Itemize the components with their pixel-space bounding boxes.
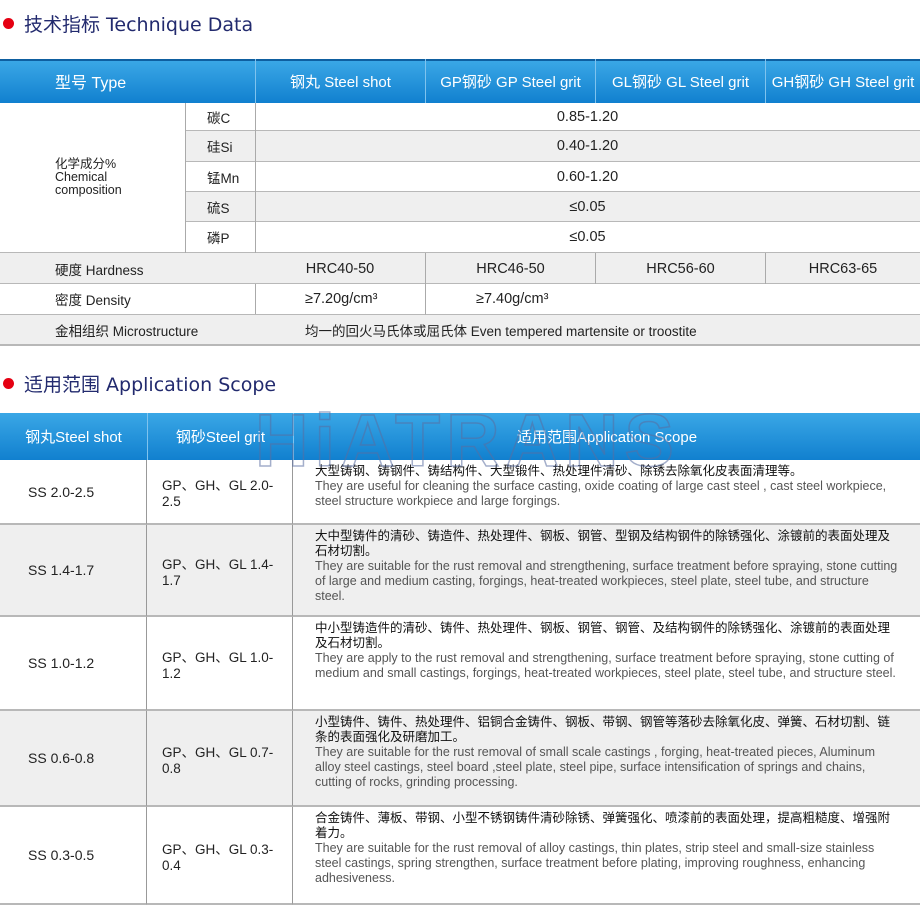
application-description: 大型铸钢、铸钢件、铸结构件、大型锻件、热处理件清砂、除锈去除氧化皮表面清理等。 … [293,460,920,525]
description-en: They are apply to the rust removal and s… [315,651,896,680]
composition-value: 0.60-1.20 [255,162,920,192]
description-cn: 合金铸件、薄板、带钢、小型不锈钢铸件清砂除锈、弹簧强化、喷漆前的表面处理，提高粗… [315,811,891,840]
composition-label: 化学成分% Chemical composition [0,103,185,253]
description-en: They are suitable for the rust removal o… [315,745,875,789]
description-cn: 大型铸钢、铸钢件、铸结构件、大型锻件、热处理件清砂、除锈去除氧化皮表面清理等。 [315,464,803,478]
header-type: 型号 Type [55,75,127,92]
steel-shot-size: SS 1.4-1.7 [0,525,147,617]
header-steel-grit: 钢砂Steel grit [147,413,293,460]
composition-value: 0.85-1.20 [255,103,920,131]
hardness-gp: HRC46-50 [425,253,595,284]
bullet-icon [3,18,14,29]
header-gp-grit: GP钢砂 GP Steel grit [425,59,595,103]
hardness-gh: HRC63-65 [765,253,920,284]
composition-label-en1: Chemical [55,170,108,184]
steel-shot-size: SS 0.3-0.5 [0,807,147,905]
application-description: 合金铸件、薄板、带钢、小型不锈钢铸件清砂除锈、弹簧强化、喷漆前的表面处理，提高粗… [293,807,920,905]
header-gl-grit: GL钢砂 GL Steel grit [595,59,765,103]
section-title-application: 适用范围 Application Scope [0,370,276,397]
steel-shot-size: SS 1.0-1.2 [0,617,147,711]
microstructure-value: 均一的回火马氏体或屈氏体 Even tempered martensite or… [255,315,920,346]
header-steel-shot: 钢丸 Steel shot [255,59,425,103]
steel-grit-size: GP、GH、GL 1.4-1.7 [147,525,293,617]
composition-element: 硅Si [185,131,255,162]
hardness-gl: HRC56-60 [595,253,765,284]
section-title-text: 技术指标 Technique Data [24,14,254,36]
composition-element: 碳C [185,103,255,131]
application-description: 小型铸件、铸件、热处理件、铝铜合金铸件、钢板、带钢、钢管等落砂去除氧化皮、弹簧、… [293,711,920,807]
composition-value: 0.40-1.20 [255,131,920,162]
description-cn: 小型铸件、铸件、热处理件、铝铜合金铸件、钢板、带钢、钢管等落砂去除氧化皮、弹簧、… [315,715,891,744]
steel-grit-size: GP、GH、GL 0.3-0.4 [147,807,293,905]
header-gh-grit: GH钢砂 GH Steel grit [765,59,920,103]
hardness-steel-shot: HRC40-50 [305,260,375,277]
composition-value: ≤0.05 [255,222,920,253]
description-cn: 中小型铸造件的清砂、铸件、热处理件、钢板、钢管、钢管、及结构钢件的除锈强化、涂镀… [315,621,891,650]
description-en: They are suitable for the rust removal a… [315,559,898,603]
application-description: 大中型铸件的清砂、铸造件、热处理件、钢板、钢管、型钢及结构钢件的除锈强化、涂镀前… [293,525,920,617]
description-en: They are useful for cleaning the surface… [315,479,887,508]
steel-shot-size: SS 2.0-2.5 [0,460,147,525]
composition-element: 磷P [185,222,255,253]
composition-element: 硫S [185,192,255,222]
header-application-scope: 适用范围Application Scope [293,413,920,460]
steel-shot-size: SS 0.6-0.8 [0,711,147,807]
density-label: 密度 Density [0,284,255,315]
bullet-icon [3,378,14,389]
microstructure-label: 金相组织 Microstructure [0,315,255,346]
composition-label-en2: composition [55,183,122,197]
steel-grit-size: GP、GH、GL 1.0-1.2 [147,617,293,711]
steel-grit-size: GP、GH、GL 2.0-2.5 [147,460,293,525]
description-en: They are suitable for the rust removal o… [315,841,875,885]
composition-label-cn: 化学成分% [55,157,117,171]
section-title-technique: 技术指标 Technique Data [0,10,253,37]
section-title-text: 适用范围 Application Scope [24,374,277,396]
header-steel-shot: 钢丸Steel shot [0,413,147,460]
density-grit: ≥7.40g/cm³ [425,284,920,315]
steel-grit-size: GP、GH、GL 0.7-0.8 [147,711,293,807]
application-description: 中小型铸造件的清砂、铸件、热处理件、钢板、钢管、钢管、及结构钢件的除锈强化、涂镀… [293,617,920,711]
density-steel-shot: ≥7.20g/cm³ [255,284,425,315]
composition-value: ≤0.05 [255,192,920,222]
hardness-label: 硬度 Hardness [55,262,144,278]
description-cn: 大中型铸件的清砂、铸造件、热处理件、钢板、钢管、型钢及结构钢件的除锈强化、涂镀前… [315,529,891,558]
composition-element: 锰Mn [185,162,255,192]
